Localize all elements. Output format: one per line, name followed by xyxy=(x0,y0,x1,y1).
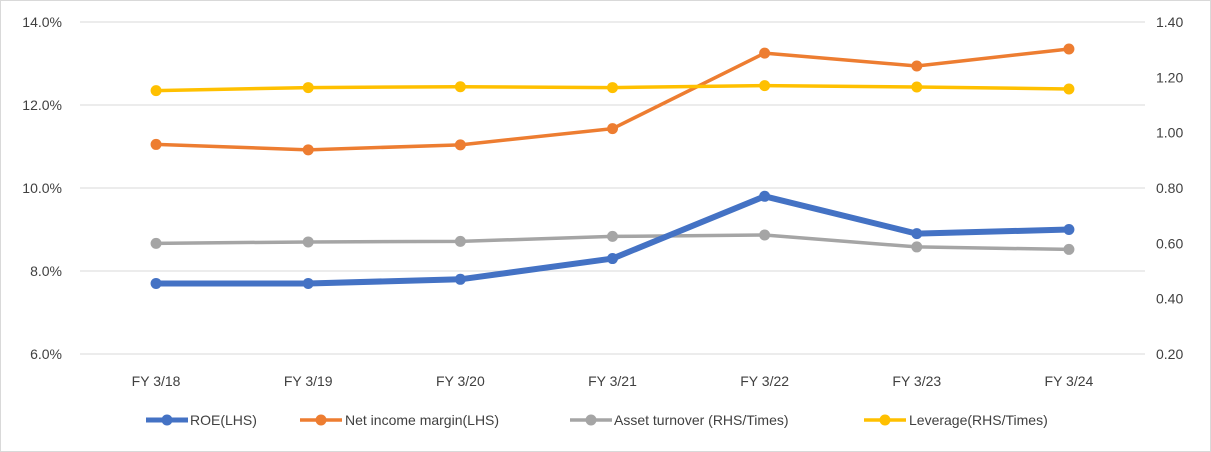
data-point xyxy=(759,229,771,241)
data-point xyxy=(302,82,314,94)
legend-label: ROE(LHS) xyxy=(190,412,257,428)
legend-label: Leverage(RHS/Times) xyxy=(909,412,1048,428)
y-left-tick-label: 8.0% xyxy=(30,263,62,279)
data-point xyxy=(911,228,923,240)
legend-swatch-marker xyxy=(161,414,173,426)
data-point xyxy=(1063,43,1075,55)
data-point xyxy=(454,81,466,93)
legend: ROE(LHS) Net income margin(LHS) Asset turn… xyxy=(146,412,1048,428)
series-3 xyxy=(150,80,1075,97)
series-2 xyxy=(150,229,1075,255)
data-point xyxy=(454,139,466,151)
data-point xyxy=(1063,83,1075,95)
legend-label: Asset turnover (RHS/Times) xyxy=(614,412,789,428)
data-point xyxy=(150,277,162,289)
data-point xyxy=(302,277,314,289)
legend-label: Net income margin(LHS) xyxy=(345,412,499,428)
gridlines xyxy=(80,21,1145,355)
data-point xyxy=(759,80,771,92)
data-point xyxy=(607,253,618,265)
y-right-tick-label: 1.00 xyxy=(1156,125,1183,141)
y-left-tick-label: 12.0% xyxy=(22,97,62,113)
y-right-tick-label: 0.20 xyxy=(1156,346,1183,362)
x-tick-label: FY 3/20 xyxy=(436,373,485,389)
data-point xyxy=(150,85,162,97)
x-tick-label: FY 3/24 xyxy=(1045,373,1094,389)
legend-swatch-marker xyxy=(315,414,327,426)
data-point xyxy=(454,273,466,285)
y-left-tick-label: 6.0% xyxy=(30,346,62,362)
legend-item: Asset turnover (RHS/Times) xyxy=(570,412,789,428)
series-lines xyxy=(150,43,1075,289)
series-1 xyxy=(150,43,1075,156)
x-tick-label: FY 3/22 xyxy=(740,373,789,389)
legend-item: ROE(LHS) xyxy=(146,412,257,428)
data-point xyxy=(302,144,314,156)
data-point xyxy=(759,47,771,59)
legend-swatch-marker xyxy=(879,414,891,426)
data-point xyxy=(1063,224,1075,235)
y-right-tick-label: 0.40 xyxy=(1156,291,1183,307)
y-left-tick-label: 14.0% xyxy=(22,14,62,30)
data-point xyxy=(759,190,771,202)
data-point xyxy=(302,236,314,248)
data-point xyxy=(911,60,923,72)
x-tick-label: FY 3/18 xyxy=(132,373,181,389)
y-left-tick-label: 10.0% xyxy=(22,180,62,196)
x-tick-label: FY 3/19 xyxy=(284,373,333,389)
y-right-tick-label: 0.60 xyxy=(1156,235,1183,251)
legend-item: Leverage(RHS/Times) xyxy=(864,412,1048,428)
data-point xyxy=(911,81,923,93)
x-tick-label: FY 3/21 xyxy=(588,373,637,389)
y-right-tick-label: 0.80 xyxy=(1156,180,1183,196)
legend-item: Net income margin(LHS) xyxy=(300,412,499,428)
x-tick-label: FY 3/23 xyxy=(892,373,941,389)
series-0 xyxy=(150,190,1075,289)
data-point xyxy=(911,241,923,253)
data-point xyxy=(150,237,162,249)
data-point xyxy=(607,230,618,242)
data-point xyxy=(454,235,466,247)
data-point xyxy=(607,123,618,135)
y-right-tick-label: 1.40 xyxy=(1156,14,1183,30)
axis-labels: 6.0% 8.0% 10.0% 12.0% 14.0% 0.20 0.40 0.60 0.80 1… xyxy=(22,14,1183,389)
data-point xyxy=(1063,243,1075,255)
data-point xyxy=(607,82,618,94)
data-point xyxy=(150,138,162,150)
y-right-tick-label: 1.20 xyxy=(1156,69,1183,85)
legend-swatch-marker xyxy=(585,414,597,426)
